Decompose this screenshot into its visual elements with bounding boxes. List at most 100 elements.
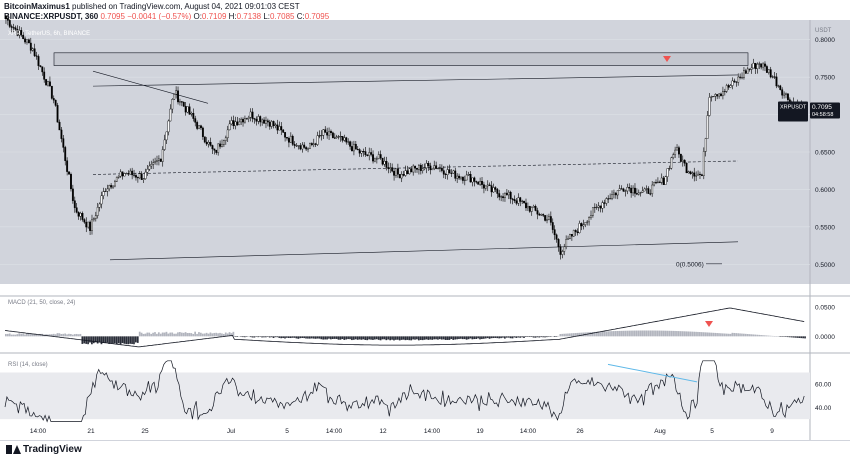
macd-histogram-bar — [182, 332, 185, 337]
high-value: 0.7138 — [236, 12, 262, 21]
macd-histogram-bar — [448, 336, 451, 340]
candle — [207, 142, 210, 145]
candle — [687, 171, 690, 174]
candle — [725, 85, 728, 92]
macd-histogram-bar — [775, 336, 778, 337]
price-chart[interactable]: USDT0.80000.75000.70000.65000.60000.5500… — [0, 0, 850, 440]
candle — [584, 222, 587, 225]
candle — [282, 129, 285, 133]
macd-histogram-bar — [481, 336, 483, 340]
macd-histogram-bar — [693, 331, 696, 337]
macd-histogram-bar — [156, 333, 158, 337]
macd-histogram-bar — [26, 333, 28, 337]
candle — [234, 121, 237, 127]
macd-histogram-bar — [798, 336, 801, 338]
macd-histogram-bar — [765, 335, 768, 337]
rsi-divergence-line[interactable] — [607, 363, 698, 383]
macd-histogram-bar — [169, 332, 172, 337]
macd-histogram-bar — [569, 333, 571, 337]
macd-histogram-bar — [526, 336, 529, 337]
macd-histogram-bar — [404, 336, 407, 341]
macd-histogram-bar — [79, 333, 82, 337]
candle — [161, 149, 164, 162]
macd-histogram-bar — [505, 336, 508, 338]
candle — [580, 223, 583, 227]
macd-histogram-bar — [622, 330, 625, 337]
macd-histogram-bar — [140, 332, 143, 337]
macd-histogram-bar — [664, 330, 667, 337]
tradingview-logo[interactable]: TradingView — [6, 444, 82, 455]
candle — [526, 206, 529, 209]
candle — [270, 121, 273, 127]
channel-lower-line[interactable] — [109, 241, 739, 261]
candle — [492, 187, 495, 193]
macd-histogram-bar — [723, 333, 726, 337]
channel-upper-line[interactable] — [92, 70, 209, 104]
macd-histogram-bar — [66, 334, 68, 337]
resistance-zone[interactable] — [53, 52, 749, 66]
candle — [467, 174, 470, 176]
macd-histogram-bar — [10, 334, 13, 337]
candle — [786, 93, 789, 100]
candle — [635, 193, 638, 195]
candle — [676, 147, 678, 151]
candle — [364, 151, 367, 155]
macd-histogram-bar — [737, 333, 739, 337]
candle — [513, 199, 516, 201]
time-tick-label: 19 — [476, 428, 484, 435]
macd-histogram-bar — [20, 333, 23, 337]
candle — [91, 219, 93, 231]
macd-histogram-bar — [414, 336, 416, 340]
candle — [186, 106, 189, 113]
macd-histogram-bar — [351, 336, 353, 341]
candle — [354, 143, 357, 150]
candle — [504, 192, 506, 199]
macd-histogram-bar — [500, 336, 502, 339]
macd-histogram-bar — [142, 333, 145, 337]
macd-histogram-bar — [238, 336, 240, 337]
macd-histogram-bar — [259, 336, 262, 337]
sell-signal-marker — [663, 56, 671, 62]
candle — [693, 172, 696, 177]
macd-histogram-bar — [645, 330, 648, 337]
candle — [131, 170, 134, 176]
candle — [253, 118, 256, 120]
macd-histogram-bar — [685, 331, 688, 337]
macd-histogram-bar — [708, 332, 711, 337]
macd-histogram-bar — [62, 333, 65, 337]
close-value: 0.7095 — [304, 12, 330, 21]
time-tick-label: 12 — [379, 428, 387, 435]
candle — [89, 221, 92, 231]
macd-histogram-bar — [446, 336, 449, 340]
candle — [324, 129, 327, 133]
candle — [613, 192, 615, 195]
candle — [383, 161, 386, 165]
author-name[interactable]: BitcoinMaximus1 — [4, 2, 70, 11]
candle — [26, 39, 28, 43]
macd-histogram-bar — [396, 336, 399, 340]
candle — [750, 67, 753, 70]
macd-histogram-bar — [56, 333, 59, 337]
candle — [729, 85, 732, 88]
candle — [163, 139, 166, 150]
symbol-info: BINANCE:XRPUSDT, 360 — [4, 12, 99, 21]
candle — [70, 173, 72, 190]
candle — [184, 106, 187, 113]
candle — [576, 231, 579, 234]
macd-histogram-bar — [559, 334, 562, 337]
candle — [301, 144, 304, 150]
macd-histogram-bar — [408, 336, 411, 341]
candle — [114, 181, 116, 187]
channel-upper-line[interactable] — [92, 74, 739, 87]
macd-histogram-bar — [305, 336, 307, 339]
candle — [240, 118, 243, 123]
macd-histogram-bar — [425, 336, 428, 340]
macd-histogram-bar — [108, 336, 110, 344]
candle — [557, 239, 560, 247]
price-tick-label: 0.5500 — [815, 224, 835, 231]
last-price-box — [810, 102, 840, 119]
macd-histogram-bar — [180, 332, 183, 337]
candle — [582, 224, 585, 227]
macd-histogram-bar — [689, 331, 692, 337]
macd-histogram-bar — [200, 332, 202, 337]
